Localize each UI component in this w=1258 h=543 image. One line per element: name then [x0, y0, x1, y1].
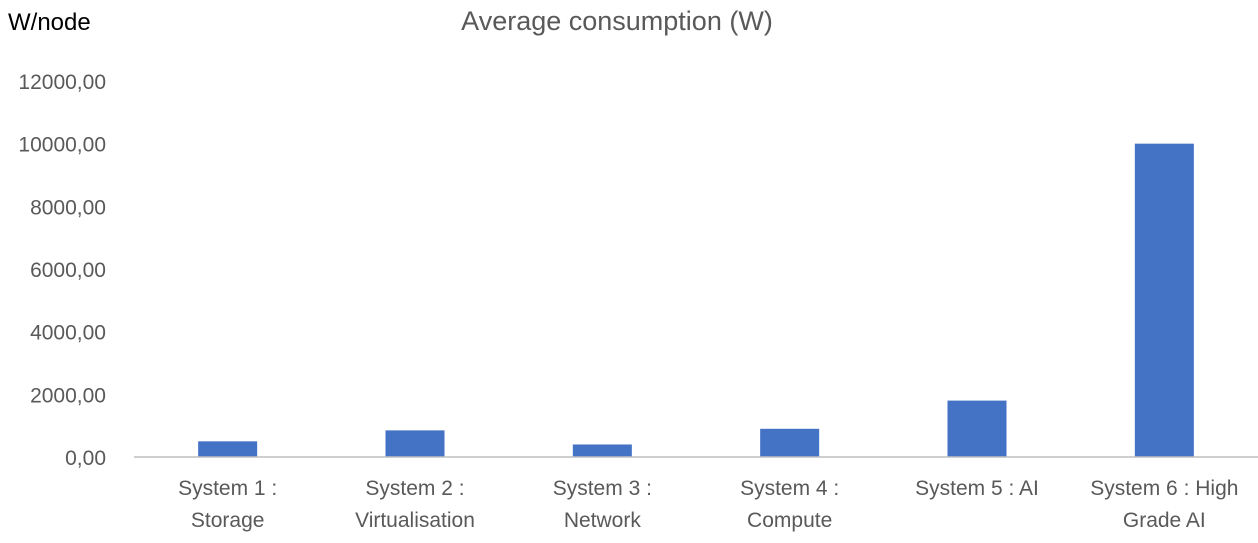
- bar: [947, 400, 1007, 457]
- x-tick-label-line: System 3 :: [553, 477, 652, 500]
- x-tick-label-line: Compute: [747, 509, 832, 532]
- x-tick-label: System 3 : Network: [553, 477, 652, 532]
- x-tick-label: System 2 : Virtualisation: [355, 477, 475, 532]
- y-tick-label: 4000,00: [30, 322, 106, 345]
- y-axis-title: W/node: [8, 9, 91, 36]
- y-tick-label: 12000,00: [18, 71, 106, 94]
- x-tick-label-line: Virtualisation: [355, 509, 475, 532]
- x-tick-label-line: Storage: [191, 509, 265, 532]
- y-tick-label: 8000,00: [30, 196, 106, 219]
- bar: [198, 441, 258, 457]
- y-tick-label: 6000,00: [30, 259, 106, 282]
- bar: [760, 428, 820, 457]
- x-tick-label-line: System 1 :: [178, 477, 277, 500]
- bar: [572, 444, 632, 457]
- bar: [1134, 143, 1194, 457]
- y-tick-label: 0,00: [65, 447, 106, 470]
- chart-title: Average consumption (W): [461, 6, 773, 36]
- x-tick-label: System 1 : Storage: [178, 477, 277, 532]
- x-tick-label: System 5 : AI: [915, 477, 1039, 500]
- x-tick-label-line: System 5 : AI: [915, 477, 1039, 500]
- x-tick-label-line: System 6 : High: [1090, 477, 1238, 500]
- y-tick-label: 2000,00: [30, 384, 106, 407]
- x-tick-label: System 4 : Compute: [740, 477, 839, 532]
- x-tick-label-line: Grade AI: [1123, 509, 1206, 532]
- y-tick-label: 10000,00: [18, 134, 106, 157]
- bar: [385, 430, 445, 457]
- y-axis-ticks: 0,00 2000,00 4000,00 6000,00 8000,00 10000,00…: [18, 71, 106, 470]
- x-tick-label-line: Network: [564, 509, 642, 532]
- bar-series: [198, 143, 1194, 457]
- x-tick-label-line: System 2 :: [365, 477, 464, 500]
- x-tick-label-line: System 4 :: [740, 477, 839, 500]
- x-tick-label: System 6 : High Grade AI: [1090, 477, 1238, 532]
- x-axis-labels: System 1 : Storage System 2 : Virtualisatio…: [178, 477, 1238, 532]
